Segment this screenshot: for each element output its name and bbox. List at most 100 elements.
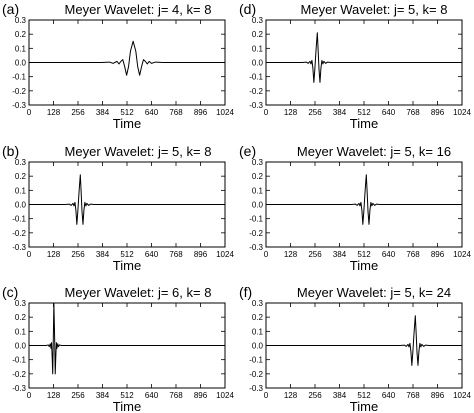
x-tick-label: 896: [431, 391, 445, 400]
y-tick-label: 0.2: [252, 30, 264, 39]
x-tick-label: 512: [120, 391, 134, 400]
x-tick-label: 640: [382, 250, 396, 259]
x-tick-label: 0: [27, 391, 32, 400]
y-tick-label: -0.2: [249, 229, 263, 238]
x-tick-label: 256: [71, 391, 85, 400]
y-tick-label: 0.2: [252, 313, 264, 322]
y-tick-label: -0.3: [12, 101, 26, 110]
panel-letter: (a): [2, 1, 19, 17]
x-tick-label: 128: [284, 250, 298, 259]
x-tick-label: 128: [284, 108, 298, 117]
x-axis-label: Time: [350, 258, 378, 273]
panel-title: Meyer Wavelet: j= 5, k= 8: [301, 2, 448, 17]
panel-letter: (b): [2, 143, 19, 159]
y-tick-label: -0.2: [12, 229, 26, 238]
wavelet-series-line: [29, 174, 225, 225]
x-tick-label: 384: [96, 250, 110, 259]
x-tick-label: 1024: [453, 250, 471, 259]
panel-title: Meyer Wavelet: j= 5, k= 16: [297, 144, 451, 159]
panel-title: Meyer Wavelet: j= 5, k= 8: [65, 144, 212, 159]
x-tick-label: 1024: [453, 108, 471, 117]
x-tick-label: 896: [431, 108, 445, 117]
panel-title: Meyer Wavelet: j= 5, k= 24: [297, 285, 451, 300]
x-tick-label: 768: [406, 250, 420, 259]
y-tick-label: 0.2: [252, 172, 264, 181]
wavelet-series-line: [266, 32, 462, 83]
x-tick-label: 384: [333, 250, 347, 259]
x-tick-label: 640: [382, 108, 396, 117]
x-tick-label: 640: [145, 108, 159, 117]
y-tick-label: 0.3: [252, 158, 264, 167]
x-tick-label: 512: [357, 391, 371, 400]
x-tick-label: 256: [308, 391, 322, 400]
y-tick-label: -0.3: [12, 384, 26, 393]
y-tick-label: 0.1: [15, 327, 27, 336]
x-tick-label: 128: [47, 250, 61, 259]
y-tick-label: 0.3: [15, 158, 27, 167]
wavelet-series-line: [29, 302, 225, 375]
wavelet-series-line: [29, 40, 225, 76]
x-tick-label: 512: [120, 108, 134, 117]
x-tick-label: 384: [333, 108, 347, 117]
x-tick-label: 768: [169, 250, 183, 259]
chart-panel: (b) Meyer Wavelet: j= 5, k= 8 0.3 0.2 0.1 0.0…: [2, 143, 234, 273]
x-tick-label: 256: [71, 250, 85, 259]
y-tick-label: 0.2: [15, 313, 27, 322]
y-tick-label: -0.3: [249, 243, 263, 252]
x-tick-label: 256: [71, 108, 85, 117]
panel-letter: (c): [2, 284, 18, 300]
x-tick-label: 1024: [216, 391, 234, 400]
y-tick-label: 0.0: [252, 59, 264, 68]
y-tick-label: 0.0: [15, 342, 27, 351]
x-axis-label: Time: [350, 399, 378, 413]
x-tick-label: 512: [120, 250, 134, 259]
y-tick-label: 0.0: [15, 59, 27, 68]
wavelet-series-line: [266, 315, 462, 366]
x-tick-label: 640: [145, 250, 159, 259]
x-axis-label: Time: [350, 116, 378, 131]
x-tick-label: 896: [431, 250, 445, 259]
x-tick-label: 384: [333, 391, 347, 400]
x-tick-label: 256: [308, 108, 322, 117]
x-tick-label: 0: [27, 250, 32, 259]
x-tick-label: 896: [194, 108, 208, 117]
y-tick-label: -0.1: [249, 73, 263, 82]
x-tick-label: 640: [382, 391, 396, 400]
y-tick-label: -0.1: [12, 73, 26, 82]
chart-panel: (d) Meyer Wavelet: j= 5, k= 8 0.3 0.2 0.1 0.0…: [239, 1, 471, 131]
panel-title: Meyer Wavelet: j= 4, k= 8: [65, 2, 212, 17]
x-tick-label: 512: [357, 250, 371, 259]
y-tick-label: -0.3: [249, 384, 263, 393]
chart-panel: (c) Meyer Wavelet: j= 6, k= 8 0.3 0.2 0.1 0.0…: [2, 284, 234, 413]
y-tick-label: 0.0: [252, 201, 264, 210]
x-axis-label: Time: [113, 399, 141, 413]
x-tick-label: 1024: [216, 250, 234, 259]
y-tick-label: 0.2: [15, 30, 27, 39]
y-tick-label: -0.2: [249, 87, 263, 96]
x-tick-label: 768: [169, 391, 183, 400]
y-tick-label: -0.2: [12, 87, 26, 96]
x-tick-label: 1024: [216, 108, 234, 117]
x-axis-label: Time: [113, 258, 141, 273]
y-tick-label: -0.1: [249, 215, 263, 224]
x-axis-label: Time: [113, 116, 141, 131]
y-tick-label: 0.3: [252, 16, 264, 25]
x-tick-label: 512: [357, 108, 371, 117]
x-tick-label: 896: [194, 391, 208, 400]
y-tick-label: 0.3: [252, 299, 264, 308]
y-tick-label: 0.1: [252, 44, 264, 53]
x-tick-label: 896: [194, 250, 208, 259]
y-tick-label: -0.2: [249, 370, 263, 379]
x-tick-label: 256: [308, 250, 322, 259]
chart-panel: (e) Meyer Wavelet: j= 5, k= 16 0.3 0.2 0.1 0.…: [239, 143, 471, 273]
x-tick-label: 768: [406, 391, 420, 400]
panel-letter: (f): [239, 284, 252, 300]
x-tick-label: 768: [169, 108, 183, 117]
x-tick-label: 128: [284, 391, 298, 400]
y-tick-label: 0.0: [252, 342, 264, 351]
y-tick-label: -0.1: [12, 215, 26, 224]
chart-panel: (a) Meyer Wavelet: j= 4, k= 8 0.3 0.2 0.1 0.0…: [2, 1, 234, 131]
y-tick-label: 0.1: [252, 327, 264, 336]
y-tick-label: 0.0: [15, 201, 27, 210]
